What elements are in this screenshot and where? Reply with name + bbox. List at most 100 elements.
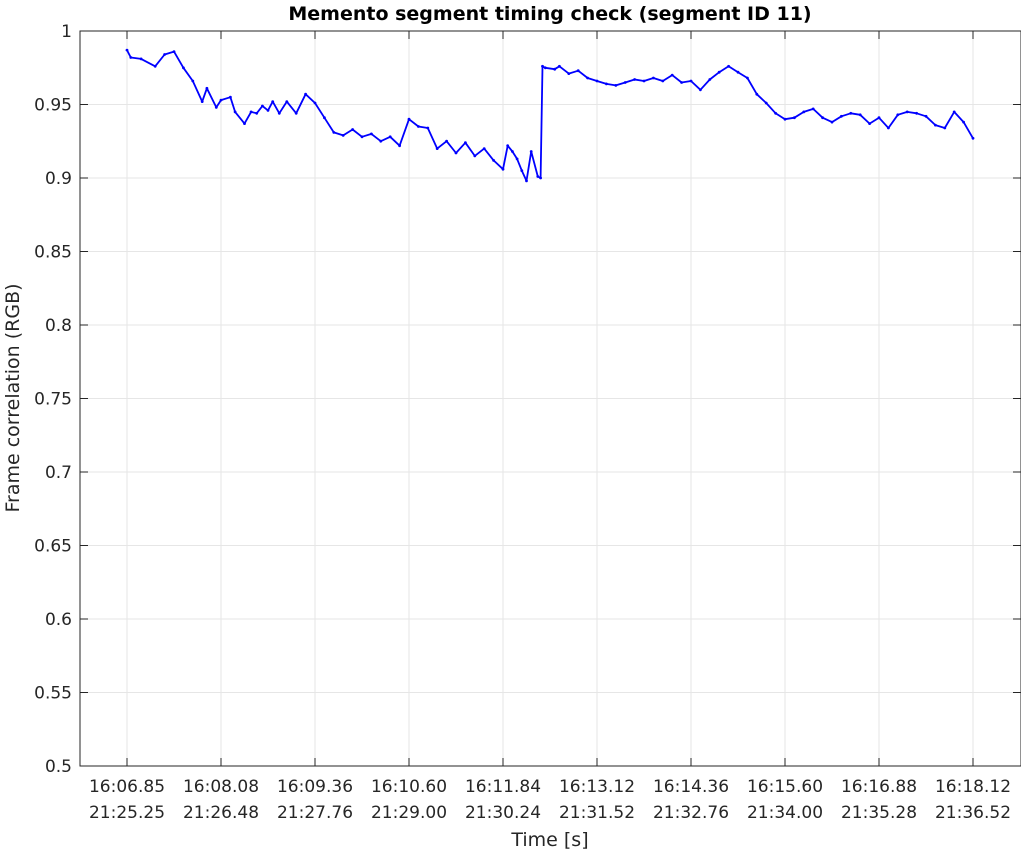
- data-point: [727, 64, 730, 68]
- data-point: [313, 101, 317, 105]
- data-point: [868, 122, 871, 125]
- data-point: [623, 81, 627, 84]
- x-tick-label-line1: 16:09.36: [277, 777, 353, 797]
- x-tick-label-line1: 16:13.12: [559, 777, 635, 797]
- y-tick-label: 0.5: [45, 757, 72, 777]
- data-point: [849, 111, 853, 115]
- y-tick-label: 0.7: [45, 463, 72, 483]
- data-point: [858, 113, 862, 117]
- data-point: [139, 57, 143, 61]
- y-tick-labels: 0.5 0.55 0.6 0.65 0.7 0.75 0.8 0.85 0.9 0.95 1: [34, 22, 72, 777]
- x-tick-label-line2: 21:35.28: [841, 803, 917, 823]
- data-point: [191, 79, 195, 83]
- data-point: [543, 66, 547, 70]
- data-point: [214, 106, 218, 109]
- x-tick-label-line2: 21:31.52: [559, 803, 635, 823]
- data-point: [558, 64, 561, 68]
- data-point: [435, 147, 439, 151]
- data-point: [802, 110, 806, 114]
- data-point: [229, 95, 232, 99]
- data-point: [934, 123, 937, 127]
- data-point: [614, 84, 618, 87]
- data-point: [952, 110, 956, 114]
- data-point: [661, 79, 665, 83]
- x-tick-labels: 16:06.85 21:25.25 16:08.08 21:26.48 16:09.36…: [89, 777, 1011, 823]
- data-point: [717, 70, 721, 74]
- data-point: [553, 67, 557, 71]
- data-point: [887, 126, 890, 130]
- data-point: [445, 139, 448, 143]
- data-point: [576, 69, 580, 73]
- data-point: [200, 100, 204, 103]
- x-tick-label-line1: 16:14.36: [653, 777, 729, 797]
- data-point: [783, 117, 787, 121]
- data-point: [670, 73, 674, 77]
- data-point: [520, 169, 524, 173]
- data-point: [351, 128, 354, 131]
- data-point: [811, 107, 815, 111]
- data-point: [341, 134, 345, 137]
- data-point: [971, 136, 975, 140]
- data-point: [294, 111, 298, 115]
- y-tick-label: 0.95: [34, 96, 72, 116]
- data-point: [285, 100, 289, 103]
- data-point: [501, 167, 505, 171]
- x-tick-label-line1: 16:16.88: [841, 777, 917, 797]
- data-point: [708, 78, 712, 81]
- data-point: [398, 144, 401, 148]
- data-point: [473, 154, 477, 158]
- data-point: [360, 135, 364, 139]
- data-point: [249, 110, 253, 114]
- data-point: [536, 175, 540, 178]
- data-point: [271, 100, 275, 103]
- data-point: [830, 120, 834, 124]
- data-point: [332, 131, 336, 134]
- data-point: [905, 110, 909, 114]
- data-point: [182, 66, 185, 70]
- data-point: [525, 179, 528, 183]
- y-tick-label: 0.55: [34, 684, 72, 704]
- data-point: [492, 159, 495, 162]
- data-point: [529, 150, 533, 153]
- x-tick-label-line2: 21:32.76: [653, 803, 729, 823]
- x-tick-label-line2: 21:34.00: [747, 803, 823, 823]
- x-tick-label-line2: 21:30.24: [465, 803, 541, 823]
- data-point: [896, 113, 900, 117]
- data-point: [746, 76, 749, 80]
- x-tick-label-line1: 16:08.08: [183, 777, 259, 797]
- data-point: [407, 117, 411, 121]
- data-point: [793, 116, 796, 120]
- chart-title: Memento segment timing check (segment ID…: [288, 3, 811, 25]
- y-tick-label: 0.8: [45, 316, 72, 336]
- y-tick-label: 0.85: [34, 243, 72, 263]
- y-tick-label: 0.9: [45, 169, 72, 189]
- data-point: [586, 76, 589, 80]
- data-point: [454, 151, 458, 155]
- data-point: [567, 72, 571, 75]
- y-tick-label: 0.65: [34, 537, 72, 557]
- data-point: [125, 48, 129, 52]
- data-point: [417, 125, 420, 128]
- x-tick-label-line2: 21:29.00: [371, 803, 447, 823]
- data-point: [736, 70, 740, 74]
- data-point: [172, 50, 176, 53]
- data-point: [924, 114, 928, 118]
- data-point: [219, 98, 223, 102]
- data-point: [680, 81, 683, 84]
- x-tick-label-line1: 16:15.60: [747, 777, 823, 797]
- data-point: [205, 86, 209, 90]
- data-point: [277, 111, 281, 115]
- x-axis-label: Time [s]: [510, 829, 588, 851]
- data-point: [605, 82, 608, 86]
- x-tick-label-line2: 21:25.25: [89, 803, 165, 823]
- x-tick-label-line2: 21:26.48: [183, 803, 259, 823]
- series-layer: [125, 48, 975, 183]
- x-tick-label-line2: 21:36.52: [935, 803, 1011, 823]
- data-point: [163, 53, 167, 56]
- data-point: [821, 116, 824, 120]
- data-point: [370, 132, 373, 136]
- data-point: [266, 109, 270, 112]
- data-point: [962, 120, 965, 124]
- data-point: [243, 122, 246, 125]
